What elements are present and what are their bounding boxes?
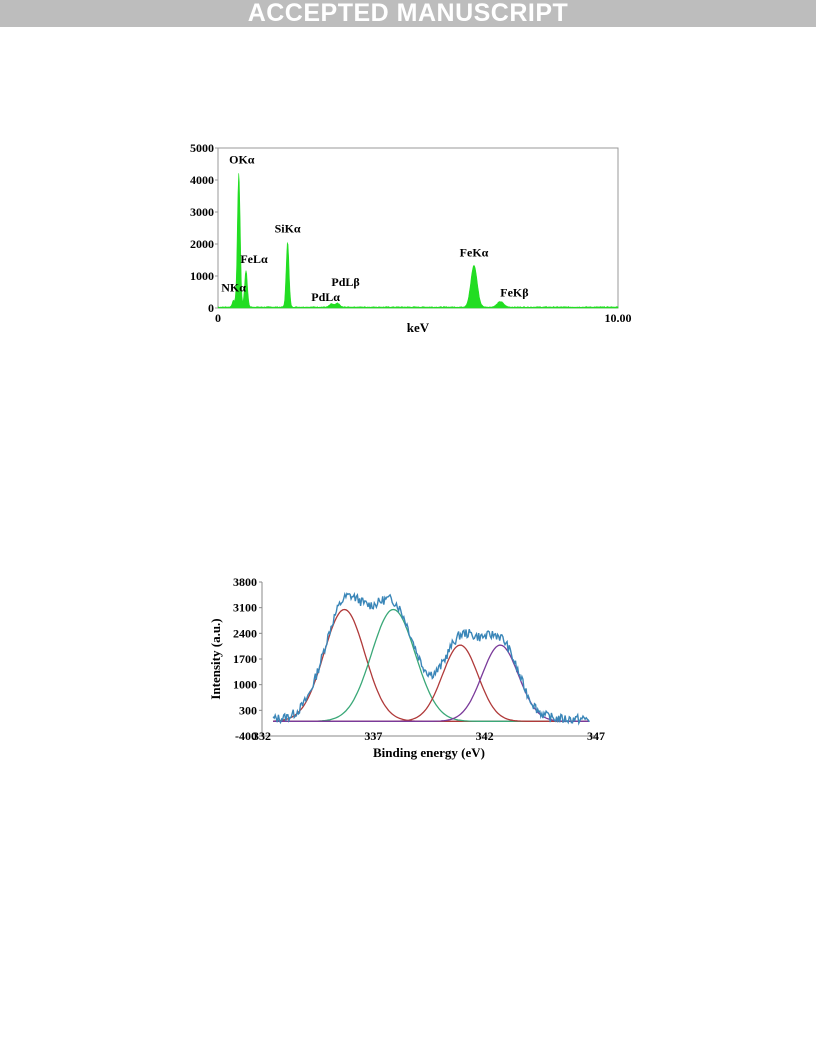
x-tick-label: 337 (364, 729, 382, 743)
peak-label: PdLα (311, 290, 340, 304)
x-tick-label: 347 (587, 729, 605, 743)
banner-text: ACCEPTED MANUSCRIPT (247, 0, 569, 27)
y-tick-label: 3800 (233, 575, 257, 589)
y-tick-label: 3100 (233, 601, 257, 615)
y-tick-label: 2400 (233, 626, 257, 640)
x-tick-label: 10.00 (605, 311, 632, 325)
x-axis-label: keV (407, 320, 430, 335)
y-tick-label: 3000 (190, 205, 214, 219)
y-tick-label: 300 (239, 703, 257, 717)
y-tick-label: 4000 (190, 173, 214, 187)
x-tick-label: 342 (476, 729, 494, 743)
fit-component-4 (273, 644, 590, 722)
y-tick-label: 0 (208, 301, 214, 315)
measured-spectrum-line (272, 591, 590, 726)
peak-label: OKα (229, 153, 255, 167)
peak-label: NKα (221, 281, 246, 295)
eds-spectrum-figure: NKα OKα FeLα SiKα PdLα PdLβ FeKα FeKβ 0 1000 2000 3… (170, 140, 640, 340)
x-tick-label: 0 (215, 311, 221, 325)
peak-label: FeLα (240, 252, 268, 266)
xps-spectrum-figure: -400 300 1000 1700 2400 3100 3800 332 337 342 347 B… (200, 570, 620, 770)
eds-spectrum-area (217, 173, 619, 309)
y-axis-label: Intensity (a.u.) (208, 618, 223, 699)
y-tick-label: 1700 (233, 652, 257, 666)
y-tick-label: 2000 (190, 237, 214, 251)
peak-label: FeKβ (500, 286, 528, 300)
accepted-manuscript-banner: ACCEPTED MANUSCRIPT (0, 0, 816, 27)
y-tick-label: 1000 (233, 678, 257, 692)
xps-spectrum-chart: -400 300 1000 1700 2400 3100 3800 332 337 342 347 B… (208, 575, 605, 760)
x-tick-label: 332 (253, 729, 271, 743)
x-axis-label: Binding energy (eV) (373, 745, 485, 760)
fit-component-3 (273, 644, 590, 722)
y-tick-label: 5000 (190, 141, 214, 155)
peak-label: FeKα (460, 245, 489, 259)
y-tick-label: 1000 (190, 269, 214, 283)
y-tick-label: -400 (235, 729, 257, 743)
peak-label: SiKα (275, 221, 301, 235)
peak-label: PdLβ (331, 275, 359, 289)
